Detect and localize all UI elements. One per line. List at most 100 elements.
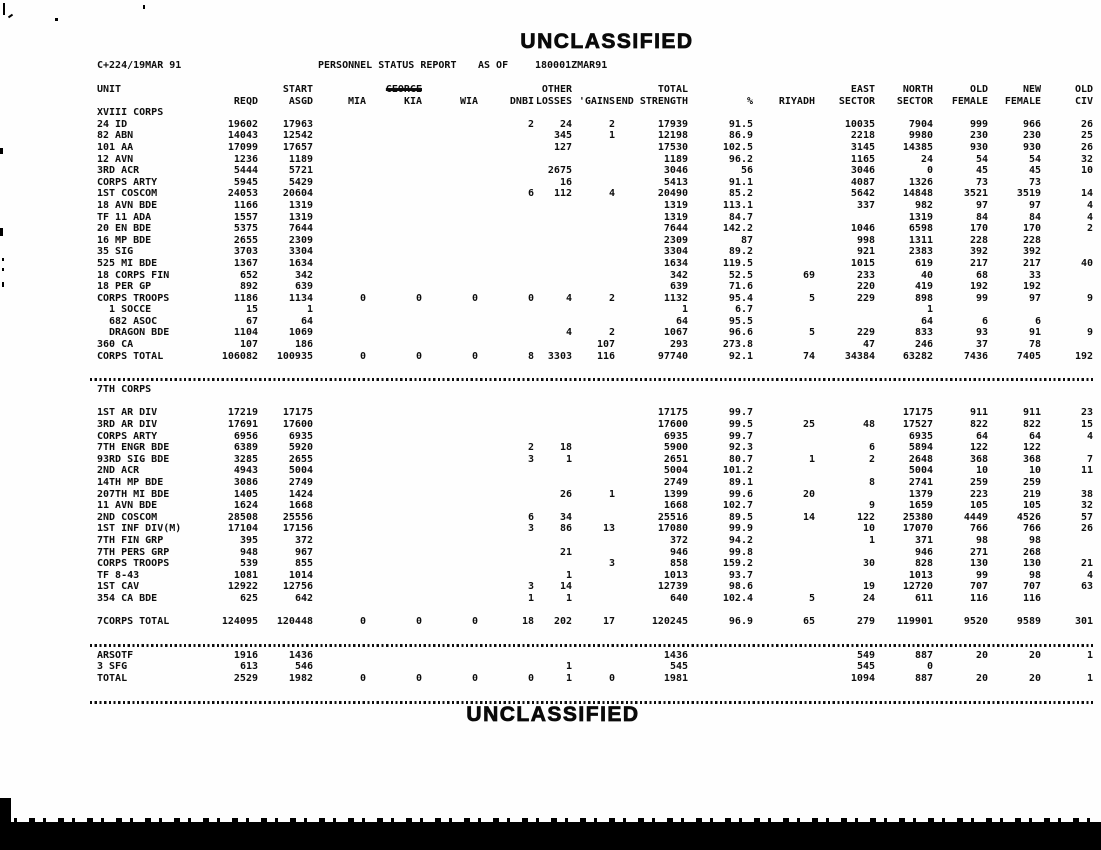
value-cell: 54 xyxy=(1028,153,1041,165)
value-cell: CIV xyxy=(1074,95,1093,107)
value-cell xyxy=(422,500,478,512)
value-cell xyxy=(534,500,572,512)
value-cell: 16 xyxy=(559,176,572,188)
value-cell: 0 xyxy=(527,672,534,684)
value-cell xyxy=(478,154,534,166)
value-cell: 10 xyxy=(862,523,875,535)
value-cell: 170 xyxy=(969,223,988,235)
value-cell: 1 xyxy=(1086,649,1093,661)
value-cell: 112 xyxy=(553,188,572,200)
value-cell: 930 xyxy=(969,141,988,153)
value-cell: 5444 xyxy=(233,165,258,177)
value-cell: 887 xyxy=(914,672,933,684)
value-cell xyxy=(478,570,534,582)
value-cell xyxy=(313,119,366,131)
value-cell: 5920 xyxy=(288,442,313,454)
value-cell: 0 xyxy=(608,672,615,684)
value-cell: 17691 xyxy=(227,419,258,431)
value-cell: 64 xyxy=(920,315,933,327)
value-cell xyxy=(422,512,478,524)
value-cell: DNBI xyxy=(509,95,534,107)
value-cell: 273.8 xyxy=(722,339,753,351)
value-cell: 100935 xyxy=(276,350,313,362)
value-cell: 1094 xyxy=(850,672,875,684)
value-cell: 4 xyxy=(565,292,572,304)
value-cell: 6935 xyxy=(908,430,933,442)
value-cell: 3285 xyxy=(233,453,258,465)
as-of-value: 180001ZMAR91 xyxy=(535,60,608,71)
value-cell: 342 xyxy=(294,269,313,281)
value-cell: 57 xyxy=(1080,511,1093,523)
value-cell xyxy=(366,454,422,466)
value-cell: 130 xyxy=(1022,558,1041,570)
value-cell xyxy=(753,465,815,477)
value-cell: SECTOR xyxy=(838,95,875,107)
value-cell xyxy=(534,304,572,316)
value-cell: 5375 xyxy=(233,223,258,235)
scan-artifact xyxy=(0,818,1101,822)
value-cell: 0 xyxy=(471,350,478,362)
separator-row xyxy=(90,685,1093,707)
redaction-black-bar xyxy=(0,822,1101,850)
value-cell xyxy=(572,142,615,154)
value-cell: 1 xyxy=(306,304,313,316)
value-cell: 2741 xyxy=(908,477,933,488)
value-cell: 930 xyxy=(1022,141,1041,153)
value-cell: 1326 xyxy=(908,176,933,188)
scan-artifact xyxy=(7,13,14,19)
table-row: 2ND ACR 4943 5004 5004 101.2 5004 10 10 11 xyxy=(90,465,1093,477)
value-cell xyxy=(366,246,422,258)
unit-cell: CORPS TROOPS xyxy=(97,292,170,304)
value-cell xyxy=(422,119,478,131)
value-cell xyxy=(422,246,478,258)
value-cell: 10 xyxy=(975,465,988,477)
value-cell: 6598 xyxy=(908,223,933,235)
value-cell xyxy=(366,650,422,662)
value-cell: RIYADH xyxy=(778,95,815,107)
value-cell: 99 xyxy=(975,292,988,304)
dotted-separator xyxy=(90,628,1093,650)
value-cell: 1 xyxy=(926,304,933,316)
value-cell xyxy=(815,407,875,419)
value-cell: 6 xyxy=(1034,315,1041,327)
table-row: 1ST COSCOM 24053 20604 6 112 4 20490 85.2 5642 14… xyxy=(90,188,1093,200)
value-cell: 17 xyxy=(602,616,615,628)
value-cell: 2 xyxy=(608,292,615,304)
value-cell xyxy=(366,570,422,582)
value-cell: 107 xyxy=(239,339,258,351)
value-cell: 19602 xyxy=(227,118,258,130)
value-cell xyxy=(572,270,615,282)
value-cell xyxy=(366,165,422,177)
value-cell xyxy=(422,661,478,673)
value-cell: 1 xyxy=(565,661,572,673)
value-cell: 230 xyxy=(1022,130,1041,142)
unit-cell: 14TH MP BDE xyxy=(97,477,164,488)
value-cell xyxy=(478,431,534,443)
value-cell: 28508 xyxy=(227,511,258,523)
value-cell: 2749 xyxy=(288,477,313,488)
value-cell: 982 xyxy=(914,199,933,211)
value-cell: 14043 xyxy=(227,130,258,142)
value-cell xyxy=(422,258,478,270)
value-cell xyxy=(534,223,572,235)
value-cell: 545 xyxy=(856,661,875,673)
value-cell: 1014 xyxy=(288,569,313,581)
table-row: 7TH ENGR BDE 6389 5920 2 18 5900 92.3 6 5894 122 1… xyxy=(90,442,1093,454)
value-cell xyxy=(815,212,875,224)
value-cell xyxy=(422,130,478,142)
value-cell: 1046 xyxy=(850,223,875,235)
value-cell xyxy=(572,442,615,454)
table-row: 7CORPS TOTAL 124095 120448 0 0 0 18 202 17 120245… xyxy=(90,616,1093,628)
value-cell: 192 xyxy=(969,281,988,293)
value-cell: 268 xyxy=(1022,546,1041,558)
value-cell: 98.6 xyxy=(728,581,753,593)
section-label-row: XVIII CORPS xyxy=(90,107,1093,119)
value-cell: 1 xyxy=(1086,672,1093,684)
value-cell: 9 xyxy=(1086,292,1093,304)
value-cell: 1186 xyxy=(233,292,258,304)
value-cell xyxy=(313,500,366,512)
value-cell: 1 xyxy=(527,592,534,604)
value-cell: 98 xyxy=(1028,534,1041,546)
unit-cell: 1ST COSCOM xyxy=(97,188,158,200)
table-row: 11 AVN BDE 1624 1668 1668 102.7 9 1659 105 105 32 xyxy=(90,500,1093,512)
